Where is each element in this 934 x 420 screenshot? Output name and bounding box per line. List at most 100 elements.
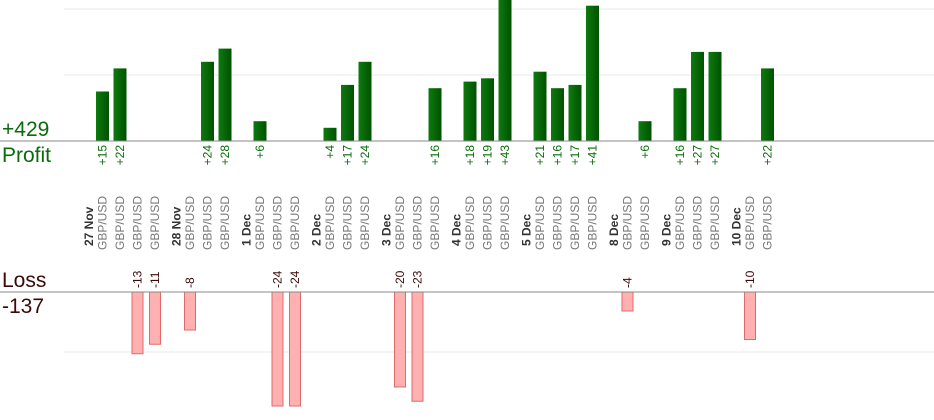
date-label: 2 Dec [310,214,324,246]
profit-value-label: +16 [551,145,565,166]
date-label: 1 Dec [240,214,254,246]
profit-bar [691,51,704,141]
profit-value-label: +17 [341,145,355,166]
profit-value-label: +22 [113,145,127,166]
loss-bar [744,291,756,340]
loss-label: Loss [2,269,47,292]
pair-label: GBP/USD [621,196,635,250]
pair-label: GBP/USD [533,196,547,250]
loss-bar [394,291,406,388]
pair-label: GBP/USD [691,196,705,250]
profit-value-label: +18 [463,145,477,166]
profit-value-label: +19 [481,145,495,166]
pair-label: GBP/USD [113,196,127,250]
pair-label: GBP/USD [358,196,372,250]
profit-label: Profit [2,144,52,167]
pair-label: GBP/USD [481,196,495,250]
profit-bar [463,81,477,141]
loss-bars [131,291,756,407]
profit-value-label: +41 [586,145,600,166]
pair-label: GBP/USD [463,196,477,250]
profit-value-label: +28 [218,145,232,166]
loss-value-label: -10 [743,270,757,288]
pair-label: GBP/USD [148,196,162,250]
profit-value-label: +21 [533,145,547,166]
pair-label: GBP/USD [218,196,232,250]
profit-value-label: +6 [253,145,267,159]
profit-bars [96,0,774,142]
pair-label: GBP/USD [568,196,582,250]
profit-bar [638,121,652,141]
loss-bar [149,291,161,345]
date-label: 4 Dec [450,214,464,246]
profit-bar [341,84,354,141]
profit-bar [218,48,232,141]
profit-total: +429 [2,118,50,141]
profit-value-label: +27 [691,145,705,166]
profit-value-label: +16 [428,145,442,166]
profit-value-label: +24 [358,145,372,166]
pair-label: GBP/USD [253,196,267,250]
date-label: 8 Dec [607,214,621,246]
loss-total: -137 [2,295,45,318]
profit-value-label: +43 [498,145,512,166]
date-label: 3 Dec [380,214,394,246]
date-label: 27 Nov [82,206,96,246]
profit-bar [761,68,774,141]
date-label: 28 Nov [170,206,184,246]
loss-value-label: -11 [148,271,162,288]
profit-bar [481,78,494,141]
pair-label: GBP/USD [708,196,722,250]
date-label: 9 Dec [660,214,674,246]
date-label: 5 Dec [520,214,534,246]
profit-bar [358,61,372,141]
pair-label: GBP/USD [551,196,565,250]
profit-value-label: +24 [201,145,215,166]
pair-label: GBP/USD [183,196,197,250]
axis-lines [0,140,934,293]
pair-label: GBP/USD [288,196,302,250]
loss-bar [131,291,144,355]
loss-value-label: -24 [271,270,285,288]
loss-bar [411,291,424,402]
loss-bar [289,291,301,407]
profit-value-label: +16 [673,145,687,166]
profit-bar [673,88,687,141]
pair-label: GBP/USD [498,196,512,250]
loss-value-label: -13 [131,270,145,288]
profit-bar [568,84,582,141]
pair-label: GBP/USD [341,196,355,250]
profit-value-label: +17 [568,145,582,166]
pair-label: GBP/USD [638,196,652,250]
profit-value-label: +6 [638,145,652,159]
loss-bar [184,291,196,331]
pair-label: GBP/USD [131,196,145,250]
pair-label: GBP/USD [428,196,442,250]
loss-value-label: -23 [411,270,425,288]
pair-label: GBP/USD [393,196,407,250]
loss-bar [621,291,634,312]
profit-bar [551,88,564,141]
profit-bar [498,0,512,141]
chart-text: 27 Nov GBP/USD +15 GBP/USD +22 GBP/USD -13 GBP/… [82,145,775,288]
profit-value-label: +27 [708,145,722,166]
pair-label: GBP/USD [761,196,775,250]
profit-bar [323,127,337,141]
pair-label: GBP/USD [586,196,600,250]
pair-label: GBP/USD [673,196,687,250]
profit-bar [113,68,127,141]
profit-value-label: +22 [761,145,775,166]
profit-bar [708,51,722,141]
pair-label: GBP/USD [323,196,337,250]
profit-bar [253,121,267,141]
profit-bar [96,91,109,141]
loss-value-label: -8 [183,277,197,288]
loss-value-label: -4 [621,277,635,288]
loss-bar [271,291,284,407]
pair-label: GBP/USD [411,196,425,250]
profit-value-label: +15 [96,145,110,166]
profit-bar [533,71,547,141]
pair-label: GBP/USD [96,196,110,250]
profit-bar [201,61,214,141]
